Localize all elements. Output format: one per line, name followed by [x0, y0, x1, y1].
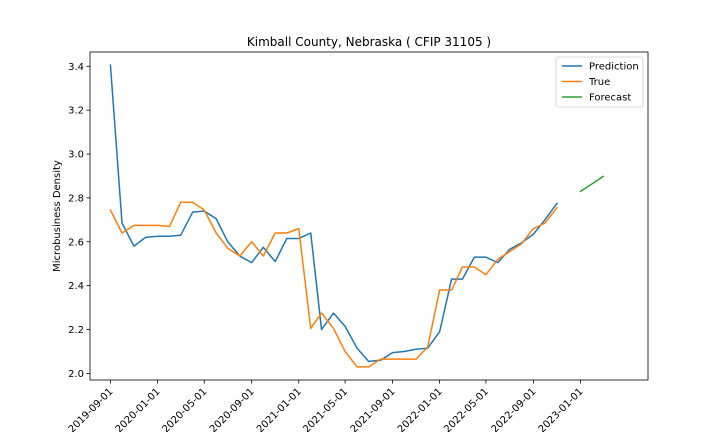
plot-area [89, 51, 649, 381]
y-tick-label: 2.2 [68, 325, 84, 336]
y-tick-label: 3.4 [68, 62, 84, 73]
x-tick-label: 2023-01-01 [537, 386, 586, 432]
x-tick-label: 2021-01-01 [255, 386, 304, 432]
series-line-prediction [109, 64, 558, 363]
y-axis-label: Microbusiness Density [52, 160, 63, 272]
x-tick-label: 2022-05-01 [442, 386, 491, 432]
y-tick-label: 2.0 [68, 369, 84, 380]
x-axis: 2019-09-012020-01-012020-05-012020-09-01… [67, 380, 586, 432]
series-line-forecast [579, 175, 605, 193]
y-tick-label: 3.0 [68, 150, 84, 161]
plot-frame [89, 51, 649, 381]
x-tick-label: 2021-09-01 [349, 386, 398, 432]
legend: Prediction True Forecast [555, 56, 644, 108]
y-tick-label: 2.6 [68, 237, 84, 248]
series-line-true [109, 201, 558, 368]
x-tick-label: 2022-01-01 [396, 386, 445, 432]
y-axis: 2.0 2.2 2.4 2.6 2.8 3.0 3.2 3.4 [68, 62, 90, 380]
x-tick-label: 2020-05-01 [160, 386, 209, 432]
chart-title: Kimball County, Nebraska ( CFIP 31105 ) [247, 35, 491, 49]
legend-label: Prediction [589, 62, 639, 73]
legend-label: True [588, 77, 610, 88]
x-tick-label: 2019-09-01 [67, 386, 116, 432]
x-tick-label: 2022-09-01 [490, 386, 539, 432]
series-group [109, 64, 605, 368]
x-tick-label: 2020-01-01 [114, 386, 163, 432]
y-tick-label: 2.4 [68, 281, 84, 292]
y-tick-label: 2.8 [68, 193, 84, 204]
legend-box [555, 56, 644, 108]
y-tick-label: 3.2 [68, 106, 84, 117]
legend-label: Forecast [589, 93, 631, 104]
x-tick-label: 2020-09-01 [208, 386, 257, 432]
x-tick-label: 2021-05-01 [301, 386, 350, 432]
